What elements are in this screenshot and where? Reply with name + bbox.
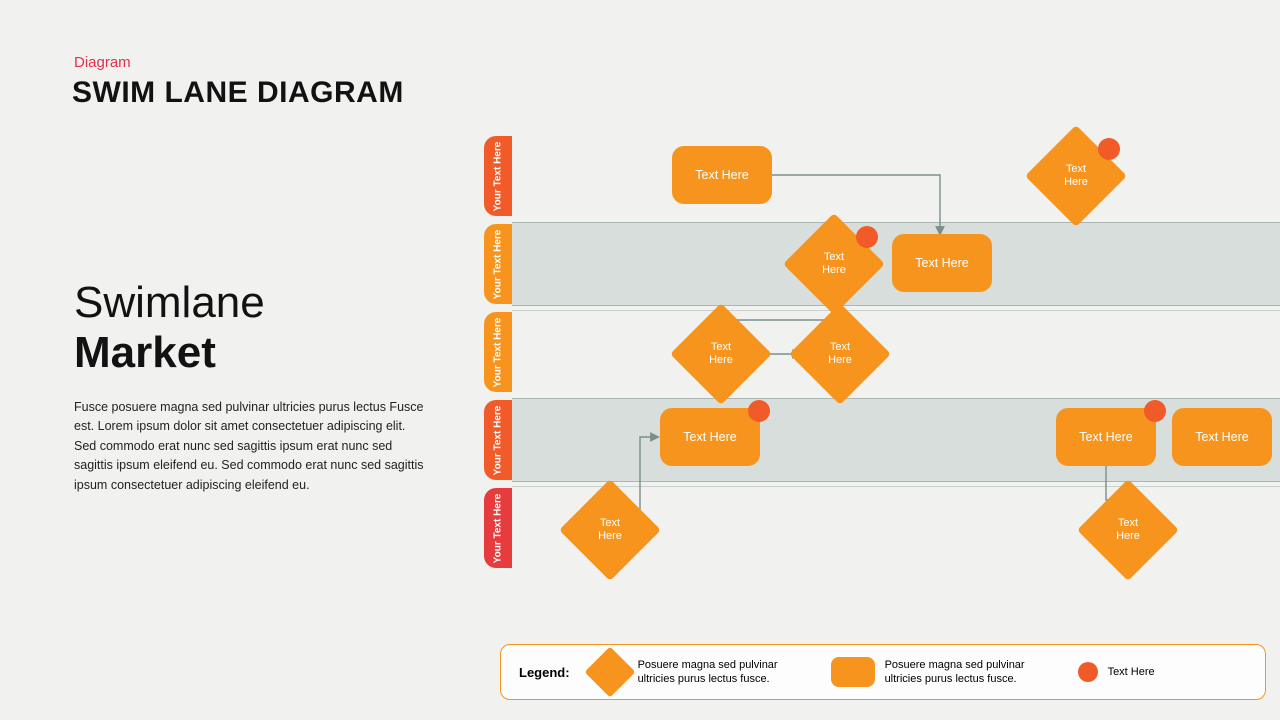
legend-diamond-icon xyxy=(584,647,635,698)
legend-item-text: Posuere magna sed pulvinar ultricies pur… xyxy=(638,658,813,687)
flow-rect: Text Here xyxy=(660,408,760,466)
marker-dot xyxy=(748,400,770,422)
lane-tab-label: Your Text Here xyxy=(493,141,504,211)
lane-tab: Your Text Here xyxy=(484,400,512,480)
flow-rect: Text Here xyxy=(892,234,992,292)
legend-item-text: Posuere magna sed pulvinar ultricies pur… xyxy=(885,658,1060,687)
lane-tab-label: Your Text Here xyxy=(493,229,504,299)
body-copy: Fusce posuere magna sed pulvinar ultrici… xyxy=(74,398,424,495)
flow-rect: Text Here xyxy=(1056,408,1156,466)
legend-item-text: Text Here xyxy=(1108,665,1155,679)
legend-item: Posuere magna sed pulvinar ultricies pur… xyxy=(831,657,1060,687)
legend-title: Legend: xyxy=(519,665,570,680)
flow-diamond: TextHere xyxy=(685,318,757,390)
lane-tab-label: Your Text Here xyxy=(493,405,504,475)
flow-rect: Text Here xyxy=(1172,408,1272,466)
flow-diamond: TextHere xyxy=(1092,494,1164,566)
legend-rect-icon xyxy=(831,657,875,687)
flow-diamond: TextHere xyxy=(574,494,646,566)
legend-item: Posuere magna sed pulvinar ultricies pur… xyxy=(592,654,813,690)
legend-dot-icon xyxy=(1078,662,1098,682)
lane-tab: Your Text Here xyxy=(484,488,512,568)
subtitle: Swimlane Market xyxy=(74,278,265,378)
lane-tab: Your Text Here xyxy=(484,312,512,392)
eyebrow-label: Diagram xyxy=(74,54,131,71)
subtitle-bold: Market xyxy=(74,328,265,378)
marker-dot xyxy=(856,226,878,248)
lane-tab: Your Text Here xyxy=(484,224,512,304)
legend-item: Text Here xyxy=(1078,662,1155,682)
flow-rect: Text Here xyxy=(672,146,772,204)
lane-tab-label: Your Text Here xyxy=(493,317,504,387)
marker-dot xyxy=(1098,138,1120,160)
legend: Legend: Posuere magna sed pulvinar ultri… xyxy=(500,644,1266,700)
lane-tab-label: Your Text Here xyxy=(493,493,504,563)
subtitle-light: Swimlane xyxy=(74,278,265,328)
flow-diamond: TextHere xyxy=(804,318,876,390)
page-title: SWIM LANE DIAGRAM xyxy=(72,76,404,110)
marker-dot xyxy=(1144,400,1166,422)
lane-tab: Your Text Here xyxy=(484,136,512,216)
